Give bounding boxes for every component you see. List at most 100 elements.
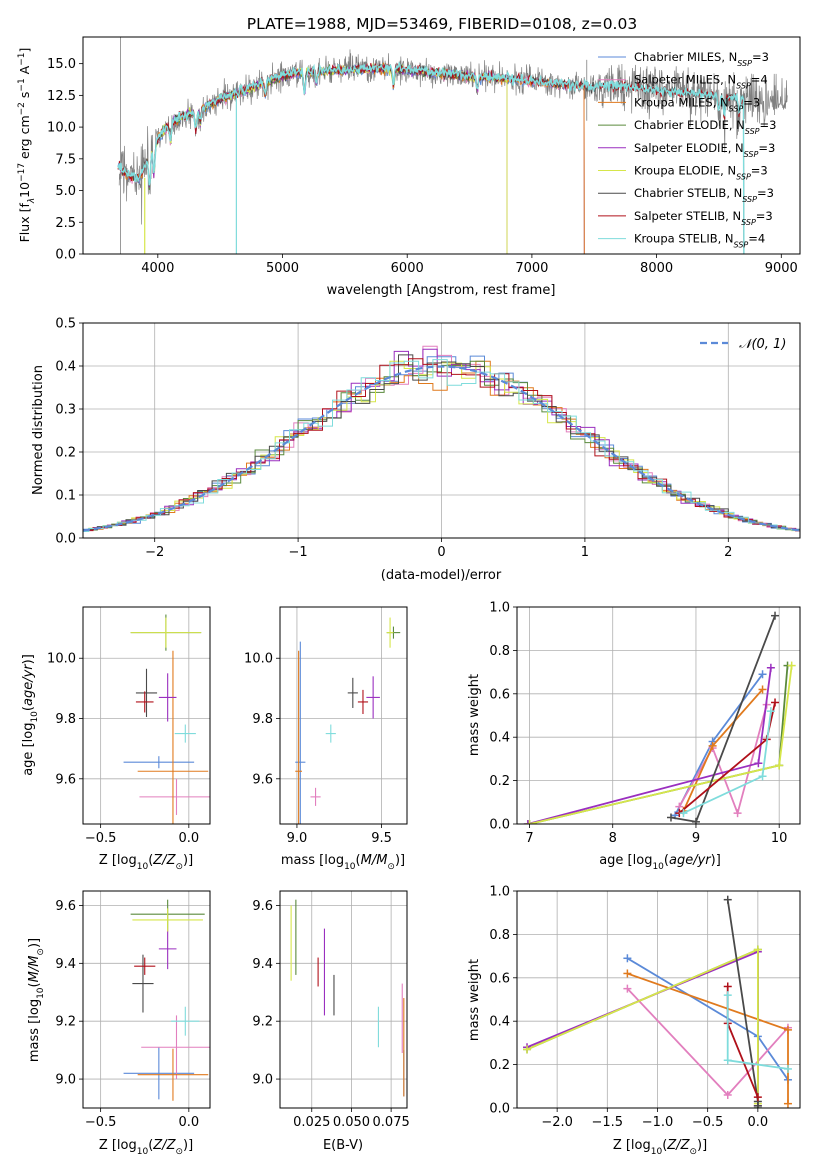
legend-value: =3 (756, 209, 773, 223)
x-tick-label: −0.5 (85, 831, 117, 846)
x-axis-label-text: Z [log10(Z/Z⊙)] (613, 1138, 707, 1157)
x-tick-label: −0.5 (692, 1115, 724, 1130)
legend-value: =3 (757, 186, 774, 200)
y-tick-label: 9.8 (55, 712, 76, 727)
figure-title: PLATE=1988, MJD=53469, FIBERID=0108, z=0… (247, 15, 637, 33)
y-axis-label: mass weight (467, 674, 482, 756)
y-tick-label: 0.4 (55, 360, 76, 375)
y-axis-label-text: age [log10(age/yr)] (21, 654, 40, 776)
y-tick-label: 0.2 (489, 774, 510, 789)
y-axis-label: mass [log10(M/M⊙)] (27, 938, 46, 1062)
legend-sub: SSP (736, 81, 751, 90)
axes-frame (82, 890, 211, 1109)
label-part: )] (21, 654, 36, 664)
x-tick-label: 7000 (515, 261, 548, 276)
y-tick-label: 9.6 (252, 772, 273, 787)
axes-frame (516, 890, 801, 1109)
x-tick-label: −1.5 (592, 1115, 624, 1130)
y-tick-label: 0.0 (489, 1102, 510, 1117)
y-tick-label: 0.4 (489, 731, 510, 746)
x-tick-label: −2.0 (541, 1115, 573, 1130)
x-axis-label: wavelength [Angstrom, rest frame] (327, 283, 556, 298)
plot-area (290, 899, 405, 1097)
label-part: )] (27, 938, 42, 948)
x-tick-label: 9.0 (287, 831, 308, 846)
y-tick-label: 7.5 (55, 152, 76, 167)
legend-name: Kroupa MILES, N (634, 95, 729, 109)
label-part: ⊙ (175, 862, 183, 872)
axes-frame (279, 606, 408, 825)
mass-weight-vs-z-panel: −2.0 −1.5 −1.0 −0.5 0.0 0.0 0.2 0.4 0.6 0.8 1.0 Z [… (467, 885, 801, 1157)
x-axis-label-text: age [log10(age/yr)] (599, 853, 721, 872)
y-tick-label: 0.4 (489, 1015, 510, 1030)
y-label-part: s (17, 92, 32, 103)
y-tick-label: 10.0 (47, 652, 76, 667)
plot-area (295, 617, 401, 824)
label-part: ( (356, 853, 361, 868)
label-part: ( (662, 1138, 667, 1153)
legend-value: =3 (743, 95, 760, 109)
y-label-part: −1 (17, 78, 27, 91)
y-axis-label: age [log10(age/yr)] (21, 654, 40, 776)
legend-value: =4 (748, 232, 765, 246)
label-part: Z [log (99, 1138, 137, 1153)
legend-label: Chabrier STELIB, NSSP=3 (634, 186, 774, 204)
label-part: ( (27, 982, 42, 987)
label-part: ( (148, 853, 153, 868)
legend-sub: SSP (744, 149, 759, 158)
label-part: 10 (652, 862, 664, 872)
label-part: 10 (137, 862, 149, 872)
axes-frame (82, 606, 211, 825)
label-part: Z [log (613, 1138, 651, 1153)
age-vs-mass-panel: 9.0 9.5 9.6 9.8 10.0 mass [log10(M/M⊙)] (244, 606, 408, 872)
label-part: 10 (344, 862, 356, 872)
x-axis-label-text: mass [log10(M/M⊙)] (281, 853, 405, 872)
label-part: age [log (21, 723, 36, 776)
observed-spectrum-line (118, 49, 788, 225)
legend-value: =3 (758, 141, 775, 155)
y-tick-label: 9.4 (252, 957, 273, 972)
label-part: ( (21, 706, 36, 711)
x-axis-label-text: Z [log10(Z/Z⊙)] (99, 853, 193, 872)
y-tick-label: 10.0 (244, 652, 273, 667)
y-tick-label: 15.0 (47, 57, 76, 72)
y-label-part: 10 (17, 182, 32, 198)
x-tick-label: 10 (771, 831, 788, 846)
x-tick-label: 0 (437, 545, 445, 560)
legend-value: =4 (751, 73, 768, 87)
legend-label: Salpeter ELODIE, NSSP=3 (634, 141, 775, 159)
legend-sub: SSP (745, 127, 760, 136)
label-part: )] (183, 853, 193, 868)
axes-frame (279, 890, 408, 1109)
y-tick-label: 2.5 (55, 216, 76, 231)
x-tick-label: 0.0 (748, 1115, 769, 1130)
legend-name: Chabrier ELODIE, N (634, 118, 745, 132)
legend-sub: SSP (737, 59, 752, 68)
y-tick-label: 9.2 (55, 1015, 76, 1030)
y-axis-label-text: Flux [fλ10−17 erg cm−2 s−1 A−1] (17, 48, 37, 243)
y-tick-label: 9.6 (55, 899, 76, 914)
legend-name: Chabrier STELIB, N (634, 186, 742, 200)
plot-area (123, 614, 210, 824)
mass-vs-z-panel: −0.5 0.09.09.29.49.6Z [log10(Z/Z⊙)]mass [… (27, 890, 211, 1157)
x-tick-label: 4000 (141, 261, 174, 276)
histogram-chabrier-stelib (83, 354, 800, 531)
x-axis-label: Z [log10(Z/Z⊙)] (99, 1138, 193, 1157)
x-tick-label: 8000 (640, 261, 673, 276)
x-axis-label: Z [log10(Z/Z⊙)] (613, 1138, 707, 1157)
legend-label: 𝒩(0, 1) (739, 337, 786, 352)
label-part: Z/Z (152, 1138, 176, 1153)
x-tick-label: 0.075 (373, 1115, 410, 1130)
legend-label: Salpeter STELIB, NSSP=3 (634, 209, 773, 227)
spectrum-panel: 4000 5000 6000 7000 8000 9000 0.0 2.5 5.0 7.5 10.0… (17, 36, 801, 298)
x-axis-label-text: Z [log10(Z/Z⊙)] (99, 1138, 193, 1157)
x-tick-label: −1.0 (642, 1115, 674, 1130)
y-tick-label: 1.0 (489, 601, 510, 616)
y-label-part: −2 (17, 102, 27, 115)
plot-area (83, 345, 800, 532)
label-part: mass [log (281, 853, 344, 868)
plot-area (123, 899, 210, 1101)
y-axis-label-text: mass [log10(M/M⊙)] (27, 938, 46, 1062)
x-tick-label: 9 (692, 831, 700, 846)
y-label-part: Flux [f (17, 203, 32, 243)
